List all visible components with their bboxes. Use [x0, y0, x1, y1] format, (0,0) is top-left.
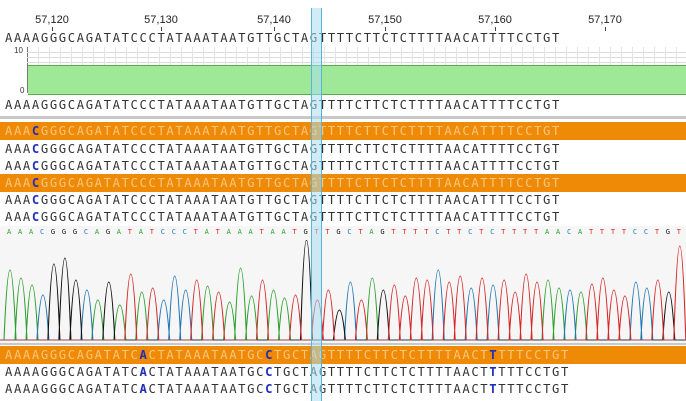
base-call: C: [490, 228, 495, 236]
base-call: T: [588, 228, 594, 236]
base-call: A: [7, 228, 12, 236]
base-call: C: [468, 228, 473, 236]
base-call: T: [193, 228, 198, 236]
read-row[interactable]: AAACGGGCAGATATCCCTATAAATAATGTTGCTAGTTTTC…: [5, 210, 561, 224]
base-call: G: [303, 228, 308, 236]
base-call: T: [391, 228, 396, 236]
base-call: A: [270, 228, 275, 236]
base-call: T: [523, 228, 528, 236]
base-call: T: [325, 228, 330, 236]
chromatogram-panel[interactable]: AAACGGGCAGATATCCCTATAAATAATGTTGCTAGTTTTC…: [0, 226, 686, 344]
ruler-label: 57,120: [35, 14, 69, 26]
coverage-y-max: 10: [14, 46, 23, 55]
base-call: T: [149, 228, 154, 236]
base-call: A: [369, 228, 374, 236]
base-call: A: [281, 228, 286, 236]
read-row[interactable]: AAACGGGCAGATATCCCTATAAATAATGTTGCTAGTTTTC…: [5, 193, 561, 207]
base-calls: AAACGGGCAGATATCCCTATAAATAATGTTGCTAGTTTTC…: [0, 228, 686, 240]
base-call: A: [94, 228, 100, 236]
base-call: C: [435, 228, 440, 236]
read-row-orange[interactable]: AAAAGGGCAGATATCACTATAAATAATGCCTGCTAGTTTT…: [0, 346, 686, 364]
base-call: G: [50, 228, 56, 236]
base-call: T: [610, 228, 616, 236]
base-call: T: [424, 228, 429, 236]
base-call: A: [138, 228, 143, 236]
position-cursor[interactable]: [311, 8, 322, 401]
ruler-label: 57,160: [478, 14, 512, 26]
base-call: G: [380, 228, 385, 236]
base-call: A: [577, 228, 583, 236]
base-call: T: [534, 228, 539, 236]
base-call: C: [160, 228, 165, 236]
base-call: A: [116, 228, 122, 236]
base-call: A: [237, 228, 242, 236]
trace-G: [0, 240, 686, 341]
base-call: C: [171, 228, 176, 236]
ruler-label: 57,170: [588, 14, 622, 26]
base-call: T: [259, 228, 264, 236]
base-call: C: [347, 228, 352, 236]
base-call: T: [512, 228, 517, 236]
consensus-sequence-text: AAAAGGGCAGATATCCCTATAAATAATGTTGCTAGTTTTC…: [5, 98, 561, 112]
base-call: G: [72, 228, 78, 236]
read-row[interactable]: AAAAGGGCAGATATCACTATAAATAATGCCTGCTAGTTTT…: [5, 382, 570, 396]
consensus-sequence-bottom[interactable]: AAAAGGGCAGATATCCCTATAAATAATGTTGCTAGTTTTC…: [0, 96, 686, 114]
read-row[interactable]: AAACGGGCAGATATCCCTATAAATAATGTTGCTAGTTTTC…: [5, 142, 561, 156]
read-row[interactable]: AAAAGGGCAGATATCACTATAAATAATGCCTGCTAGTTTT…: [5, 365, 570, 379]
base-call: T: [676, 228, 681, 236]
ruler-label: 57,140: [257, 14, 291, 26]
read-row[interactable]: AAACGGGCAGATATCCCTATAAATAATGTTGCTAGTTTTC…: [5, 159, 561, 173]
base-call: T: [358, 228, 363, 236]
base-call: T: [654, 228, 660, 236]
base-call: A: [248, 228, 253, 236]
track-divider: [0, 116, 686, 119]
consensus-sequence-text: AAAAGGGCAGATATCCCTATAAATAATGTTGCTAGTTTTC…: [5, 31, 561, 45]
base-call: G: [105, 228, 111, 236]
base-call: T: [479, 228, 484, 236]
base-call: C: [182, 228, 187, 236]
ruler-label: 57,130: [144, 14, 178, 26]
base-call: T: [292, 228, 297, 236]
base-call: A: [226, 228, 231, 236]
base-call: T: [215, 228, 220, 236]
base-call: A: [204, 228, 209, 236]
base-call: T: [402, 228, 407, 236]
base-call: T: [413, 228, 418, 236]
base-call: G: [61, 228, 67, 236]
base-call: A: [545, 228, 550, 236]
consensus-sequence-top[interactable]: AAAAGGGCAGATATCCCTATAAATAATGTTGCTAGTTTTC…: [0, 29, 686, 47]
base-call: A: [556, 228, 561, 236]
base-call: C: [643, 228, 649, 236]
base-call: T: [127, 228, 132, 236]
base-call: C: [632, 228, 638, 236]
base-call: T: [446, 228, 451, 236]
base-call: C: [83, 228, 89, 236]
base-call: C: [39, 228, 45, 236]
base-call: T: [599, 228, 605, 236]
coverage-bar: [28, 65, 686, 95]
base-call: A: [28, 228, 34, 236]
base-call: G: [665, 228, 671, 236]
coverage-y-min: 0: [20, 86, 25, 95]
base-call: A: [17, 228, 23, 236]
chromatogram-traces: [0, 240, 686, 341]
read-row-orange[interactable]: AAACGGGCAGATATCCCTATAAATAATGTTGCTAGTTTTC…: [0, 174, 686, 192]
base-call: T: [501, 228, 506, 236]
base-call: T: [621, 228, 627, 236]
trace-T: [0, 245, 686, 341]
base-call: C: [566, 228, 572, 236]
base-call: T: [457, 228, 462, 236]
base-call: G: [336, 228, 341, 236]
read-row-orange[interactable]: AAACGGGCAGATATCCCTATAAATAATGTTGCTAGTTTTC…: [0, 122, 686, 140]
coverage-chart: [27, 47, 686, 93]
ruler-label: 57,150: [368, 14, 402, 26]
